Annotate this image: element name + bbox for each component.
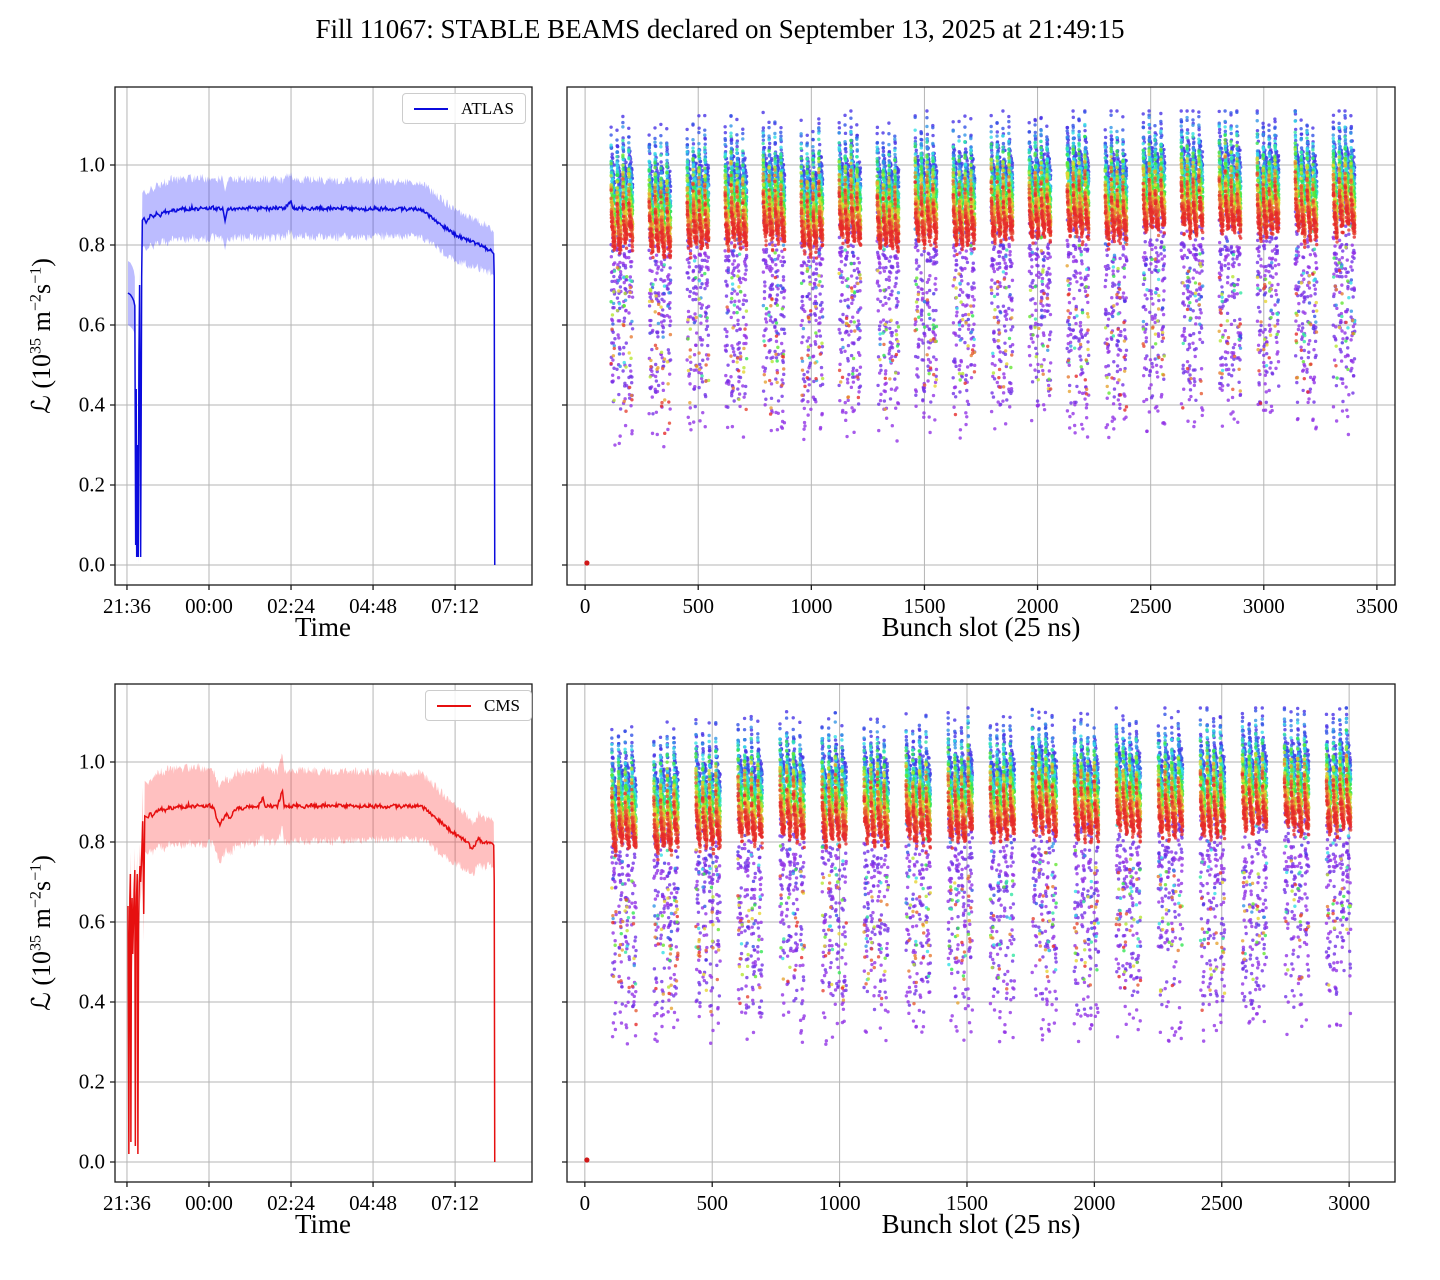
legend-atlas-label: ATLAS [461,98,514,118]
x-tick-label: 0 [579,1191,591,1215]
x-tick-label: 2000 [1073,1191,1116,1215]
x-tick-label: 04:48 [349,1191,397,1215]
y-tick-label: 0.2 [78,1069,105,1094]
legend-cms: CMS [425,690,532,721]
y-tick-label: 0.0 [78,552,105,577]
x-tick-label: 04:48 [349,594,397,618]
y-tick-label: 0.2 [78,472,105,497]
x-tick-label: 2000 [1016,594,1059,618]
xlabel-time-bottom: Time [294,1209,352,1239]
y-tick-label: 1.0 [78,152,105,177]
x-tick-label: 02:24 [267,594,315,618]
legend-cms-label: CMS [484,695,520,715]
legend-atlas: ATLAS [402,93,526,124]
x-tick-label: 1500 [945,1191,988,1215]
x-tick-label: 3500 [1355,594,1398,618]
y-tick-label: 0.8 [78,232,105,257]
y-tick-label: 0.6 [78,312,105,337]
y-tick-label: 0.4 [78,989,105,1014]
cms-luminosity-plot [103,672,544,1194]
y-tick-label: 0.8 [78,829,105,854]
x-tick-label: 2500 [1200,1191,1243,1215]
x-tick-label: 21:36 [103,1191,151,1215]
atlas-bunch-scatter-plot [555,75,1407,597]
x-tick-label: 0 [579,594,591,618]
y-tick-label: 0.4 [78,392,105,417]
atlas-line-sample [414,107,448,110]
x-tick-label: 2500 [1129,594,1172,618]
x-tick-label: 1500 [903,594,946,618]
figure-title: Fill 11067: STABLE BEAMS declared on Sep… [315,14,1125,44]
x-tick-label: 00:00 [185,594,233,618]
x-tick-label: 3000 [1242,594,1285,618]
cms-line-sample [437,704,471,707]
xlabel-time-top: Time [294,612,352,642]
y-tick-label: 0.6 [78,909,105,934]
x-tick-label: 3000 [1328,1191,1371,1215]
xlabel-slot-bottom: Bunch slot (25 ns) [881,1209,1081,1239]
x-tick-label: 07:12 [431,1191,480,1215]
y-tick-label: 1.0 [78,749,105,774]
cms-bunch-scatter-plot [555,672,1407,1194]
atlas-luminosity-plot [103,75,544,597]
x-tick-label: 07:12 [431,594,480,618]
x-tick-label: 1000 [790,594,833,618]
x-tick-label: 500 [696,1191,728,1215]
xlabel-slot-top: Bunch slot (25 ns) [881,612,1081,642]
x-tick-label: 500 [682,594,714,618]
x-tick-label: 1000 [818,1191,861,1215]
x-tick-label: 21:36 [103,594,151,618]
y-tick-label: 0.0 [78,1149,105,1174]
x-tick-label: 00:00 [185,1191,233,1215]
x-tick-label: 02:24 [267,1191,315,1215]
